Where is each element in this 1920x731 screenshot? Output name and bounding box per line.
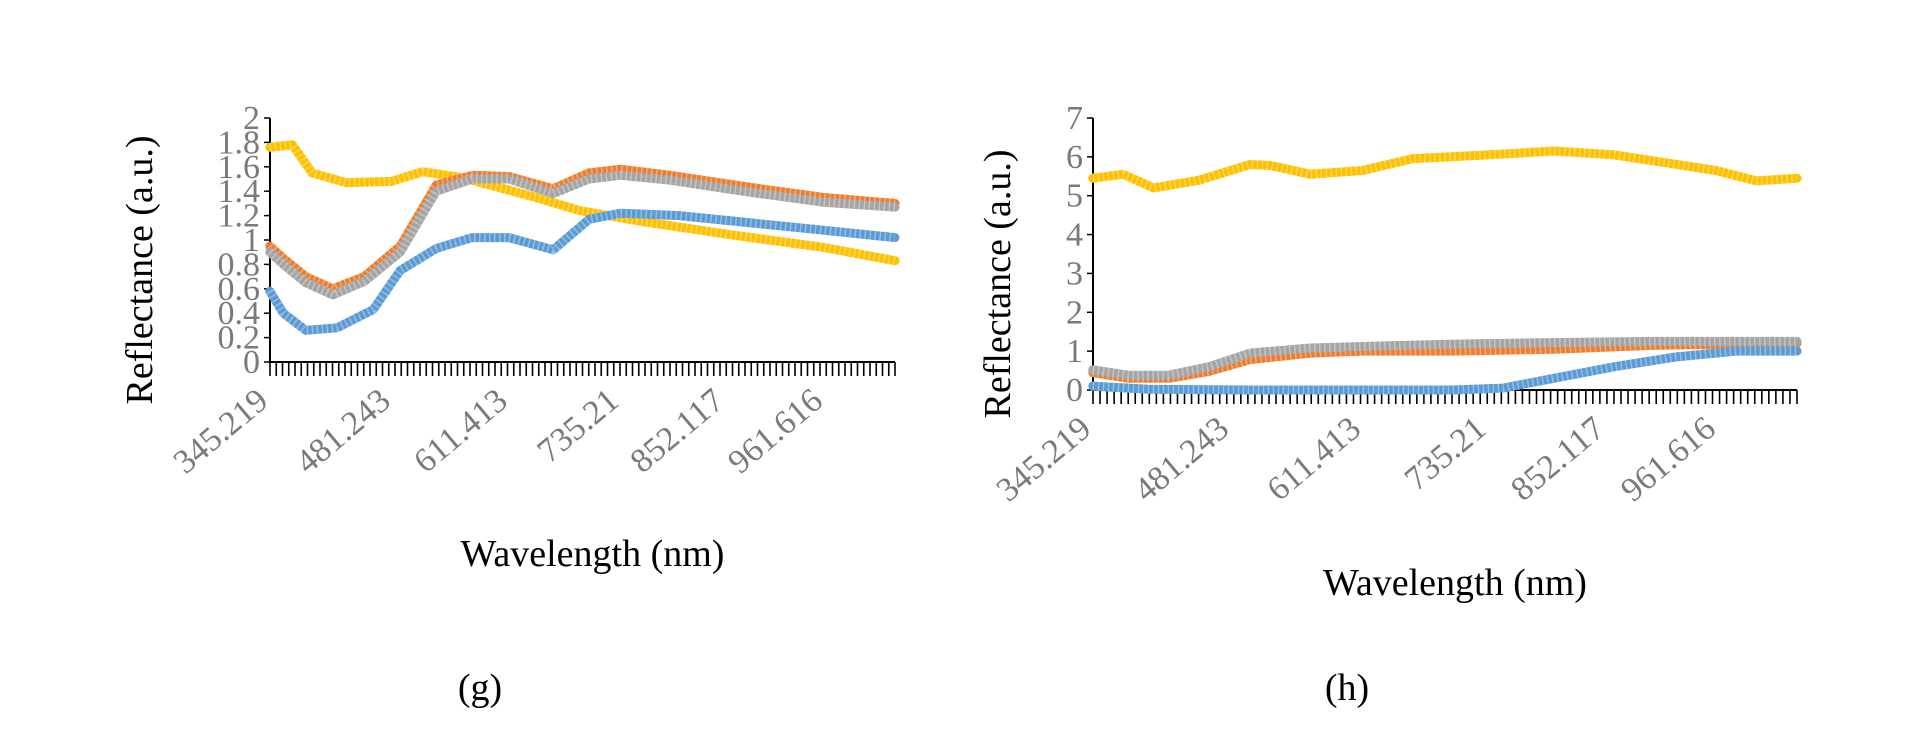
series-line <box>265 170 900 300</box>
y-tick-label: 2 <box>243 100 260 137</box>
y-tick-label: 2 <box>1066 294 1083 331</box>
x-tick-label: 481.243 <box>1128 410 1236 509</box>
y-tick-label: 6 <box>1066 139 1083 176</box>
x-tick-label: 852.117 <box>1504 410 1611 509</box>
x-tick-label: 961.616 <box>721 382 829 481</box>
y-tick-label: 0 <box>1066 372 1083 409</box>
y-tick-label: 0.4 <box>218 295 261 332</box>
panel-label: (h) <box>1325 667 1369 709</box>
y-tick-label: 3 <box>1066 255 1083 292</box>
x-tick-label: 735.21 <box>1398 410 1493 498</box>
series-line <box>265 208 900 335</box>
y-tick-label: 5 <box>1066 178 1083 215</box>
x-tick-label: 611.413 <box>407 382 514 481</box>
y-tick-label: 0.6 <box>218 271 261 308</box>
y-tick-label: 1.2 <box>218 198 261 235</box>
series-line-texture <box>1092 338 1798 383</box>
panel-label: (g) <box>458 667 502 709</box>
x-tick-label: 611.413 <box>1260 410 1367 509</box>
x-tick-label: 481.243 <box>289 382 397 481</box>
x-tick-label: 961.616 <box>1614 410 1722 509</box>
y-tick-label: 0 <box>243 344 260 381</box>
series-line-texture <box>1092 346 1797 395</box>
series-line <box>1088 146 1802 193</box>
x-tick-label: 852.117 <box>624 382 731 481</box>
x-axis-title: Wavelength (nm) <box>1323 562 1587 604</box>
y-tick-label: 1.8 <box>218 124 261 161</box>
y-tick-label: 1 <box>243 222 260 259</box>
x-axis-title: Wavelength (nm) <box>461 533 725 575</box>
y-tick-label: 0.2 <box>218 320 261 357</box>
series-line <box>1088 336 1802 380</box>
y-tick-label: 1.6 <box>218 149 261 186</box>
y-tick-label: 0.8 <box>218 246 261 283</box>
y-axis-title: Reflectance (a.u.) <box>977 150 1019 419</box>
x-tick-label: 345.219 <box>167 382 275 481</box>
y-tick-label: 1.4 <box>218 173 261 210</box>
x-tick-label: 735.21 <box>531 382 626 470</box>
y-axis-title: Reflectance (a.u.) <box>119 136 161 405</box>
chart-panel-g: 00.20.40.60.811.21.41.61.82 345.219 481.24… <box>119 100 900 709</box>
y-tick-label: 4 <box>1066 217 1083 254</box>
y-tick-label: 1 <box>1066 333 1083 370</box>
y-tick-label: 7 <box>1066 100 1083 137</box>
x-tick-label: 345.219 <box>990 410 1098 509</box>
series-line-texture <box>266 170 896 300</box>
series-line <box>1088 346 1802 395</box>
series-line-texture <box>266 164 896 294</box>
